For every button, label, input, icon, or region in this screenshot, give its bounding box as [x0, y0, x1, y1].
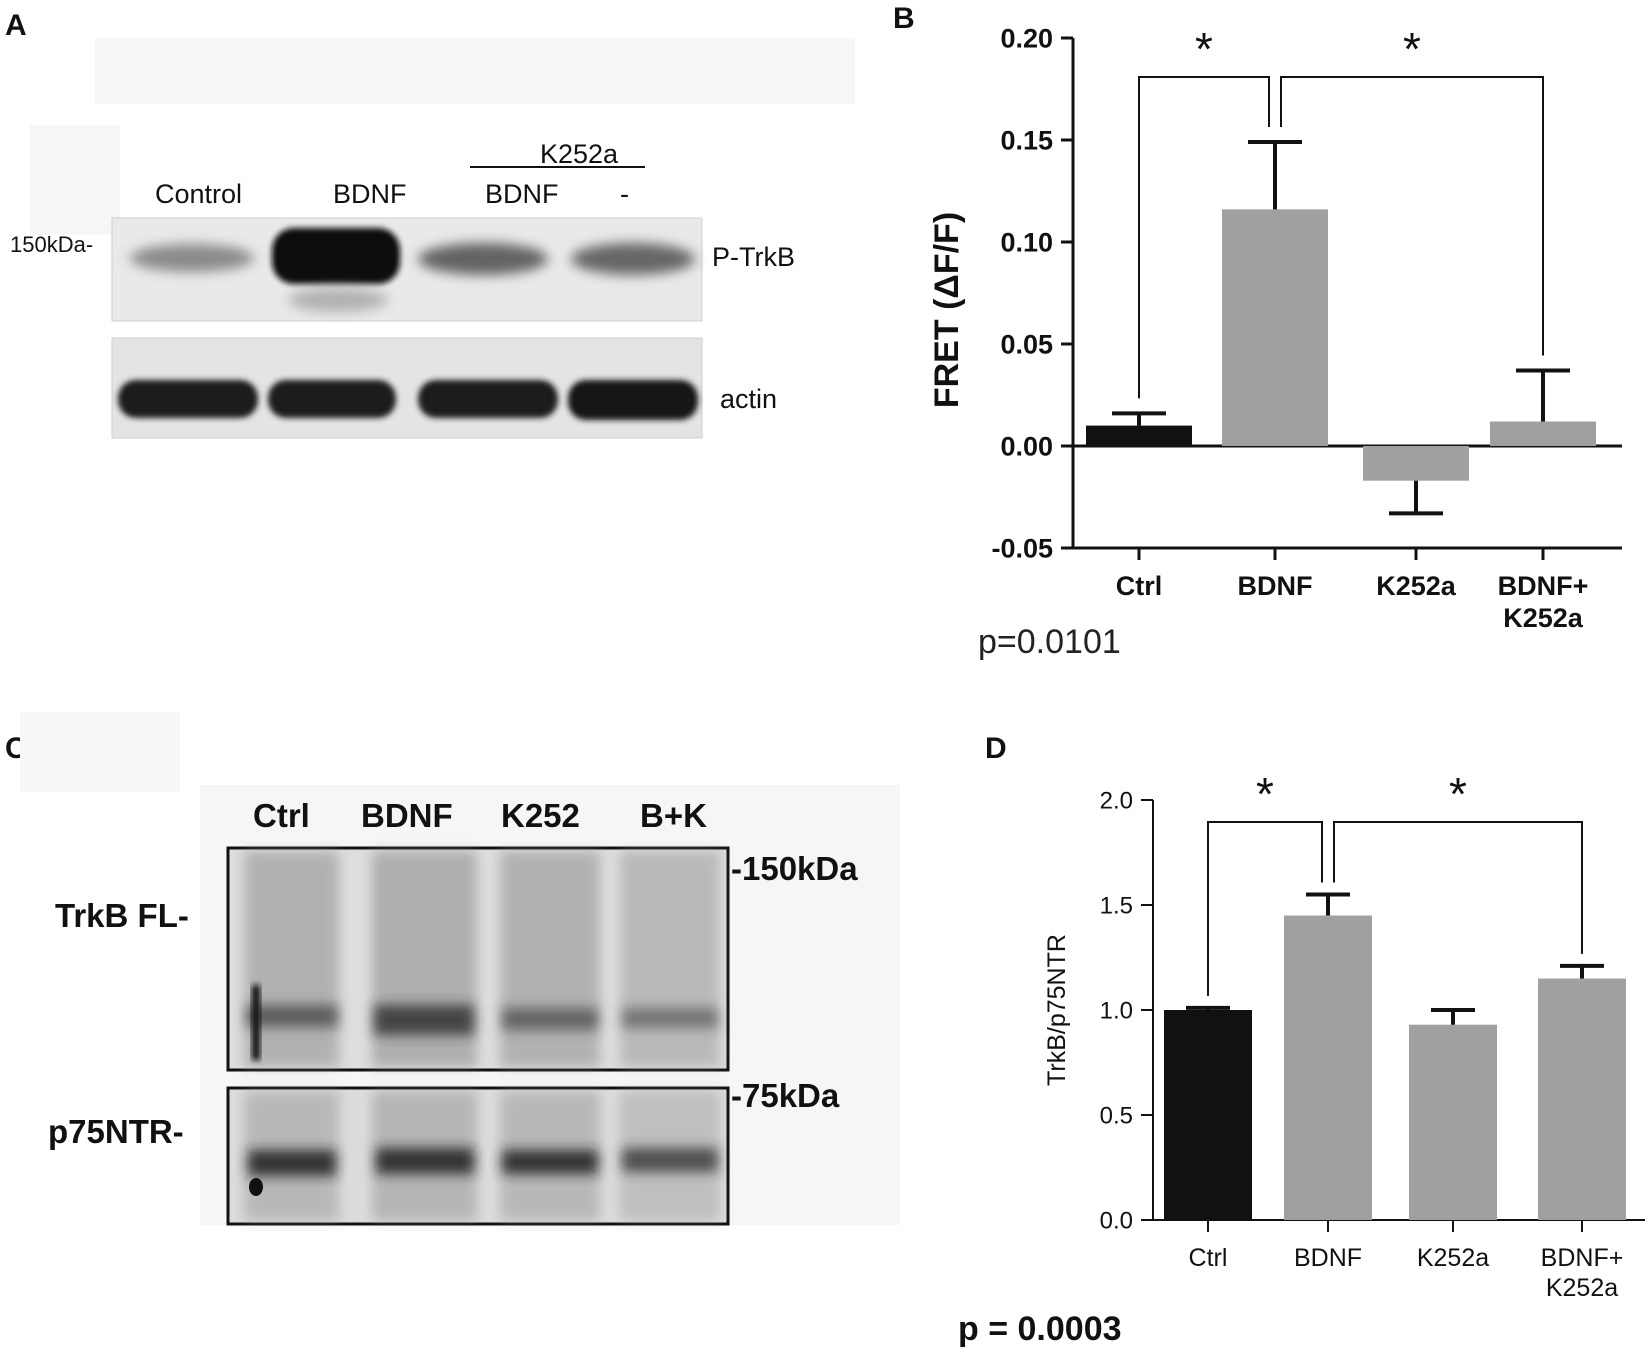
panel-a: A K252a Control BDNF BDNF - 150kDa- P-Tr… [5, 9, 855, 439]
lane-label-k252: K252 [501, 797, 580, 834]
bar-bdnfplus-k252a [1490, 421, 1596, 446]
panel-d-letter: D [985, 732, 1007, 765]
panel-b-chart: B -0.05 0.00 0.05 0.10 0.15 0.20 Ctrl BDNF K252a… [893, 2, 1622, 633]
panel-a-letter: A [5, 9, 27, 42]
actin-band-bdnf [268, 380, 396, 418]
panel-a-background [95, 38, 855, 104]
p75ntr-band-ctrl [248, 1150, 336, 1176]
band-label-ptrkb: P-TrkB [712, 242, 795, 272]
p75ntr-band-k252 [502, 1150, 598, 1174]
panel-d-p-value: p = 0.0003 [958, 1310, 1122, 1348]
panel-c: C Ctrl BDNF K252 B+K TrkB FL- -150kDa [5, 712, 900, 1226]
x-tick-label: BDNF+ [1541, 1244, 1624, 1272]
lane-label-bdnf: BDNF [361, 797, 453, 834]
trkb-fl-band-bdnf [374, 1005, 474, 1035]
y-tick-label: 0.0 [1100, 1208, 1133, 1235]
significance-bracket [1280, 76, 1544, 356]
marker-150kda-c: -150kDa [731, 850, 858, 887]
actin-blot [111, 337, 703, 439]
significance-star: * [1195, 23, 1213, 75]
trkb-fl-band-b-plus-k [622, 1008, 718, 1028]
significance-bracket [1333, 821, 1583, 954]
y-tick-label: 1.0 [1100, 998, 1133, 1025]
panel-a-background [30, 125, 120, 235]
significance-bracket [1207, 821, 1323, 996]
bar-bdnfplus-k252a [1538, 978, 1626, 1220]
trkb-fl-lane-b-plus-k [620, 851, 720, 1067]
y-tick-label: 0.05 [1000, 330, 1053, 360]
y-tick-label: -0.05 [991, 534, 1053, 564]
x-tick-label: BDNF [1294, 1244, 1362, 1272]
y-tick-label: 0.5 [1100, 1103, 1133, 1130]
significance-bracket [1138, 76, 1270, 399]
y-axis-label: TrkB/p75NTR [1043, 934, 1071, 1086]
p75ntr-band-b-plus-k [622, 1148, 718, 1172]
band-label-actin: actin [720, 384, 777, 414]
bar-ctrl [1086, 425, 1192, 446]
x-tick-label: K252a [1546, 1274, 1618, 1302]
actin-band-control [118, 380, 258, 418]
marker-150kda-a: 150kDa- [10, 232, 93, 257]
x-tick-label: K252a [1376, 571, 1457, 601]
lane-label-b-plus-k: B+K [640, 797, 707, 834]
lane-label-ctrl: Ctrl [253, 797, 310, 834]
y-tick-label: 0.00 [1000, 432, 1053, 462]
x-tick-label: BDNF+ [1498, 571, 1589, 601]
ptrkb-band-control [130, 244, 254, 272]
x-tick-label: K252a [1417, 1244, 1489, 1272]
bar-ctrl [1164, 1010, 1252, 1220]
ptrkb-band-k252a-bdnf [418, 243, 548, 275]
actin-band-k252a [568, 380, 698, 420]
ptrkb-band-bdnf [272, 228, 400, 284]
row-label-trkb-fl: TrkB FL- [55, 897, 189, 934]
bar-k252a [1363, 446, 1469, 481]
y-tick-label: 0.20 [1000, 24, 1053, 54]
ptrkb-blot [111, 217, 703, 322]
lane-label-control: Control [155, 179, 242, 209]
x-tick-label: Ctrl [1116, 571, 1163, 601]
lane-label-k252a-vehicle: - [620, 179, 629, 209]
p75ntr-band-bdnf [376, 1148, 474, 1174]
k252a-group-label: K252a [540, 139, 619, 169]
x-tick-label: BDNF [1238, 571, 1313, 601]
panel-b-letter: B [893, 2, 915, 35]
lane-label-k252a-bdnf: BDNF [485, 179, 559, 209]
significance-star: * [1403, 23, 1421, 75]
p75ntr-edge-spot [249, 1178, 263, 1196]
bar-bdnf [1222, 209, 1328, 446]
marker-75kda-c: -75kDa [731, 1077, 840, 1114]
trkb-fl-band-ctrl [246, 1005, 338, 1027]
panel-c-background [20, 712, 180, 792]
trkb-fl-blot [226, 846, 730, 1072]
bar-k252a [1409, 1024, 1497, 1220]
trkb-fl-band-k252 [502, 1008, 598, 1030]
lane-label-bdnf: BDNF [333, 179, 407, 209]
y-axis-label: FRET (ΔF/F) [928, 212, 966, 408]
row-label-p75ntr: p75NTR- [48, 1113, 184, 1150]
y-tick-label: 1.5 [1100, 893, 1133, 920]
ptrkb-smear-bdnf [288, 288, 388, 312]
panel-b-p-value: p=0.0101 [978, 623, 1121, 661]
trkb-fl-edge-smear [252, 985, 260, 1060]
x-tick-label: Ctrl [1189, 1244, 1228, 1272]
actin-band-k252a-bdnf [418, 380, 558, 418]
x-tick-label: K252a [1503, 603, 1584, 633]
bar-bdnf [1284, 915, 1372, 1220]
ptrkb-band-k252a [571, 243, 695, 275]
y-tick-label: 0.10 [1000, 228, 1053, 258]
y-tick-label: 0.15 [1000, 126, 1053, 156]
y-tick-label: 2.0 [1100, 788, 1133, 815]
trkb-fl-lane-k252 [500, 851, 600, 1067]
significance-star: * [1449, 768, 1467, 820]
significance-star: * [1256, 768, 1274, 820]
p75ntr-blot [226, 1086, 730, 1226]
